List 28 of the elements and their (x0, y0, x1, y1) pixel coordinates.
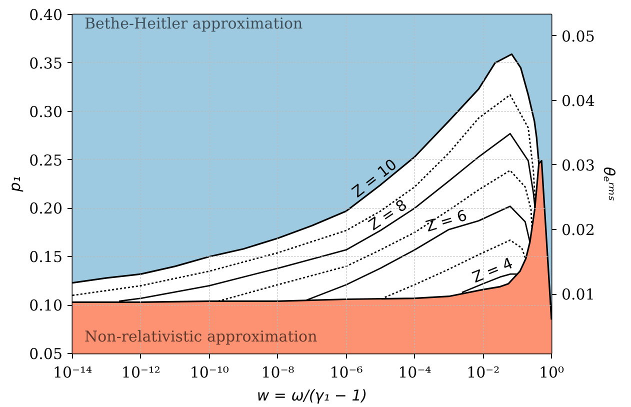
y2-tick-label: 0.02 (562, 221, 595, 240)
x-tick-label: 10⁻⁴ (398, 364, 432, 382)
x-tick-label: 10⁻⁸ (261, 364, 294, 382)
y-tick-label: 0.10 (29, 296, 63, 315)
y-axis-title: p₁ (6, 176, 24, 193)
x-tick-label: 10⁻¹² (121, 364, 160, 382)
y2-tick-label: 0.05 (562, 27, 595, 46)
annotation: Non-relativistic approximation (84, 328, 318, 346)
y-tick-label: 0.05 (29, 345, 63, 363)
y2-tick-label: 0.01 (562, 286, 595, 304)
y2-axis-title: θₑʳᵐˢ (600, 166, 618, 202)
x-axis-title: w = ω/(γ₁ − 1) (256, 386, 368, 404)
x-tick-label: 10⁻¹⁴ (52, 364, 92, 382)
text: Z = 4 (470, 254, 516, 287)
x-tick-label: 10⁻² (466, 364, 500, 382)
x-tick-label: 10⁻⁶ (330, 364, 363, 382)
x-tick-label: 10⁻¹⁰ (190, 364, 229, 382)
y-tick-label: 0.20 (29, 200, 63, 218)
band-label: Bethe-Heitler approximation (84, 14, 304, 32)
y-tick-label: 0.40 (29, 6, 63, 24)
y2-tick-label: 0.04 (562, 92, 595, 110)
y-tick-label: 0.35 (29, 54, 63, 72)
y-tick-label: 0.25 (29, 151, 63, 170)
text: Z = 6 (424, 206, 470, 236)
y-tick-label: 0.30 (29, 102, 63, 121)
y2-tick-label: 0.03 (562, 156, 595, 174)
y-tick-label: 0.15 (29, 248, 63, 266)
x-tick-label: 10⁰ (538, 364, 564, 382)
